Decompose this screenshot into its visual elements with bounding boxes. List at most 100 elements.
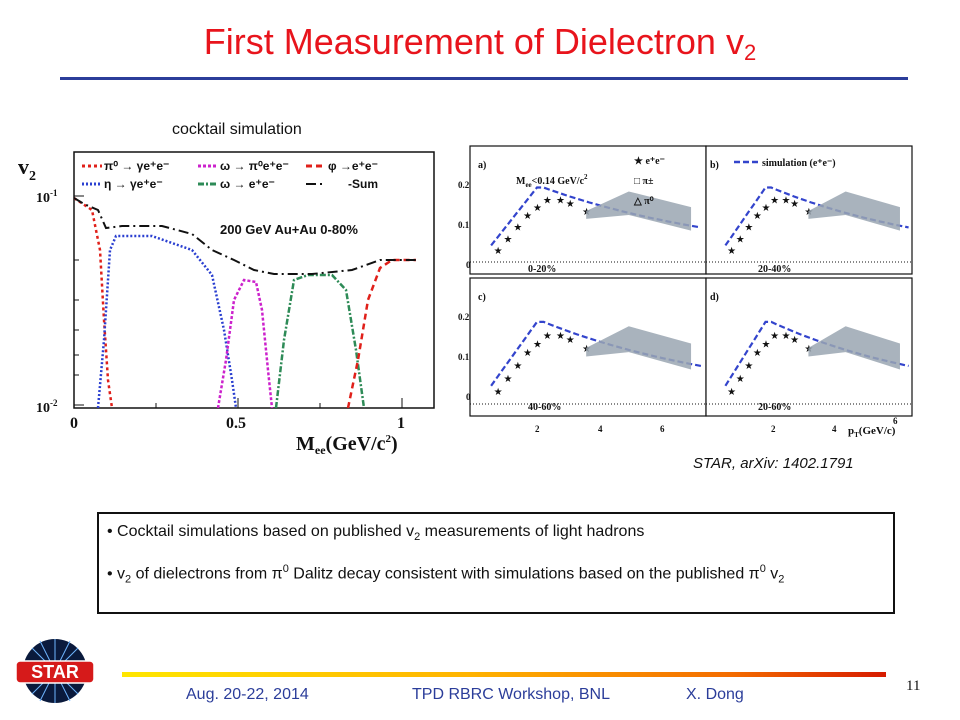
cocktail-legend: π⁰ → γe⁺e⁻ ω → π⁰e⁺e⁻ φ →e⁺e⁻ η → γe⁺e⁻ … [82, 159, 378, 191]
legend-pi0: π⁰ → γe⁺e⁻ [104, 159, 169, 173]
logo-text: STAR [31, 662, 79, 682]
panel-d-point: ★ [782, 331, 791, 342]
reference-citation: STAR, arXiv: 1402.1791 [693, 455, 854, 472]
xtick-1: 1 [397, 415, 405, 432]
legend-eta: η → γe⁺e⁻ [104, 177, 163, 191]
panel-b-centrality: 20-40% [758, 264, 791, 275]
panel-d-point: ★ [744, 361, 753, 372]
y-axis-label: v2 [18, 154, 36, 184]
pt-axis-label: pT(GeV/c) [848, 425, 896, 439]
plot-frame [73, 151, 435, 409]
panel-d-point: ★ [736, 374, 745, 385]
ytick-0-top: 0 [466, 260, 471, 270]
panel-b-point: ★ [727, 246, 736, 257]
ytick-0-bot: 0 [466, 392, 471, 402]
ytick-0-1-top: 0.1 [458, 220, 470, 230]
xtick-0: 0 [70, 415, 78, 432]
panel-c-point: ★ [533, 340, 542, 351]
star-logo: STAR [15, 639, 95, 703]
panel-b-point: ★ [753, 211, 762, 222]
footer-author: X. Dong [686, 686, 744, 703]
simulation-legend: simulation (e⁺e⁻) [762, 158, 836, 169]
eta-curve [96, 234, 238, 408]
panel-d-centrality: 20-60% [758, 402, 791, 413]
panel-c-point: ★ [543, 331, 552, 342]
annotation: 200 GeV Au+Au 0-80% [220, 222, 358, 237]
xtick-4-right: 4 [832, 424, 837, 434]
panel-c-point: ★ [556, 331, 565, 342]
legend-pipm: □ π± [634, 176, 654, 187]
footer-event: TPD RBRC Workshop, BNL [412, 686, 610, 703]
bullet-2: • v2 of dielectrons from π0 Dalitz decay… [107, 563, 785, 586]
panel-b-point: ★ [770, 195, 779, 206]
omega-ee-curve [274, 273, 366, 408]
xtick-6-right: 6 [893, 416, 898, 426]
footer-date: Aug. 20-22, 2014 [186, 686, 309, 703]
panel-a-point: ★ [556, 195, 565, 206]
slide-title: First Measurement of Dielectron v2 [203, 21, 757, 65]
panel-c-point: ★ [523, 348, 532, 359]
pi0-curve [74, 196, 114, 408]
panel-a-point: ★ [513, 223, 522, 234]
panel-d-point: ★ [727, 387, 736, 398]
panel-d-label: d) [710, 292, 719, 303]
panel-b-point: ★ [782, 195, 791, 206]
panel-b-point: ★ [762, 203, 771, 214]
axis-ticks [74, 195, 403, 408]
page-number: 11 [906, 678, 921, 694]
xtick-4-left: 4 [598, 424, 603, 434]
footer-bar [122, 672, 886, 677]
panel-c-point: ★ [566, 335, 575, 346]
panel-d-point: ★ [770, 331, 779, 342]
panel-a-point: ★ [494, 246, 503, 257]
legend-sum: -Sum [348, 177, 378, 191]
panel-a-systematic-band [586, 191, 692, 231]
panel-a-point: ★ [566, 199, 575, 210]
omega-dalitz-curve [216, 278, 274, 408]
ytick-hi: 10-1 [36, 188, 58, 206]
cocktail-v2-plot: π⁰ → γe⁺e⁻ ω → π⁰e⁺e⁻ φ →e⁺e⁻ η → γe⁺e⁻ … [18, 151, 435, 457]
legend-ee: ★ e⁺e⁻ [634, 156, 665, 167]
panel-d-point: ★ [762, 340, 771, 351]
legend-omega-dalitz: ω → π⁰e⁺e⁻ [220, 159, 289, 173]
mass-cut-label: Mee<0.14 GeV/c2 [516, 173, 588, 189]
legend-phi: φ →e⁺e⁻ [328, 159, 378, 173]
legend-omega-ee: ω → e⁺e⁻ [220, 177, 275, 191]
panel-c-point: ★ [494, 387, 503, 398]
panel-d-point: ★ [753, 348, 762, 359]
xtick-0-5: 0.5 [226, 415, 246, 432]
phi-curve [346, 258, 416, 408]
ytick-0-1-bot: 0.1 [458, 352, 470, 362]
panel-c-systematic-band [586, 326, 692, 370]
xtick-6-left: 6 [660, 424, 665, 434]
cocktail-label: cocktail simulation [172, 121, 302, 138]
panel-c-point: ★ [513, 361, 522, 372]
panel-a-point: ★ [523, 211, 532, 222]
panel-a-point: ★ [543, 195, 552, 206]
panel-a-point: ★ [504, 234, 513, 245]
panel-a-point: ★ [533, 203, 542, 214]
panel-b-point: ★ [744, 223, 753, 234]
ytick-0-2-bot: 0.2 [458, 312, 470, 322]
panel-b-point: ★ [736, 234, 745, 245]
panel-d-point: ★ [790, 335, 799, 346]
xtick-2-left: 2 [535, 424, 540, 434]
panel-b-point: ★ [790, 199, 799, 210]
panel-c-label: c) [478, 292, 486, 303]
panel-b-label: b) [710, 160, 719, 171]
ytick-0-2-top: 0.2 [458, 180, 470, 190]
xtick-2-right: 2 [771, 424, 776, 434]
panel-a-label: a) [478, 160, 486, 171]
bullet-1: • Cocktail simulations based on publishe… [107, 523, 645, 544]
panel-c-centrality: 40-60% [528, 402, 561, 413]
dielectron-v2-panels: 0.2 0.1 0 0.2 0.1 0 2 4 6 2 4 6 ★★★★★★ ★ ★… [458, 145, 913, 439]
panel-d-systematic-band [808, 326, 900, 370]
legend-pi0: △ π⁰ [633, 196, 654, 207]
ytick-lo: 10-2 [36, 398, 58, 416]
panel-a-centrality: 0-20% [528, 264, 556, 275]
x-axis-label: Mee(GeV/c2) [296, 433, 398, 457]
panel-c-point: ★ [504, 374, 513, 385]
panel-b-systematic-band [808, 191, 900, 231]
title-rule [60, 77, 908, 80]
